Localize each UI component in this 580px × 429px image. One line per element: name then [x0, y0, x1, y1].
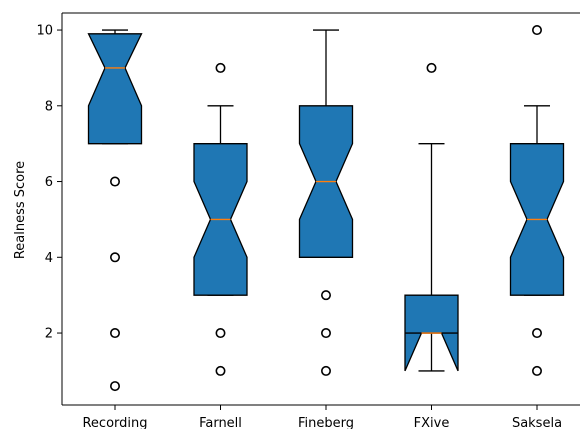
outlier-point: [110, 328, 121, 339]
x-tick-label: Saksela: [512, 416, 562, 429]
box-recording: [87, 33, 143, 145]
x-tick-label: FXive: [414, 416, 450, 429]
y-tick-label: 10: [36, 24, 53, 39]
y-tick-label: 8: [45, 99, 53, 114]
y-tick-label: 2: [45, 327, 53, 342]
outlier-point: [215, 62, 226, 73]
x-tick-label: Farnell: [199, 416, 242, 429]
outlier-point: [215, 365, 226, 376]
y-axis-label: Realness Score: [13, 161, 28, 259]
outlier-point: [320, 328, 331, 339]
outlier-point: [215, 328, 226, 339]
outlier-point: [320, 290, 331, 301]
outlier-point: [110, 176, 121, 187]
outlier-point: [320, 365, 331, 376]
outlier-point: [426, 62, 437, 73]
outlier-point: [110, 252, 121, 263]
x-tick-label: Recording: [82, 416, 147, 429]
outlier-point: [531, 25, 542, 36]
x-tick-label: Fineberg: [298, 416, 354, 429]
y-tick-label: 6: [45, 175, 53, 190]
outlier-point: [531, 365, 542, 376]
plot-area: 2 4 6 8 10 Recording Farnell Fineberg FXive Sakse…: [36, 12, 580, 429]
y-tick-label: 4: [45, 251, 53, 266]
outlier-point: [531, 328, 542, 339]
outlier-point: [110, 381, 121, 392]
